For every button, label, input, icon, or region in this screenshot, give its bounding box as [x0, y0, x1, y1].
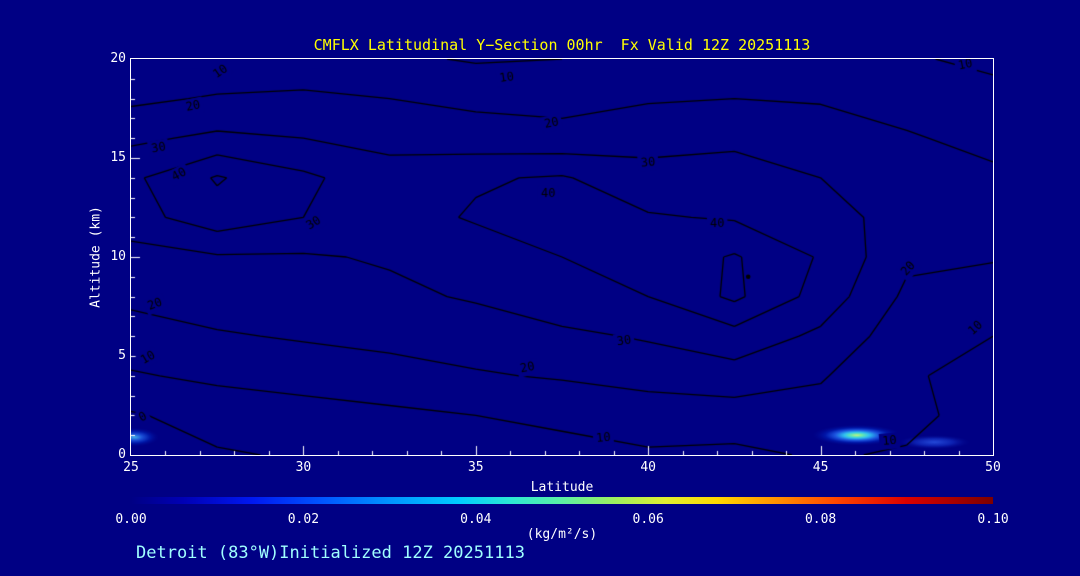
colorbar-tick-label: 0.04 [460, 512, 492, 527]
colorbar-tick-label: 0.10 [977, 512, 1009, 527]
x-tick-label: 40 [640, 460, 657, 475]
colorbar-tick-label: 0.06 [632, 512, 664, 527]
x-tick-label: 25 [123, 460, 139, 475]
colorbar-units-label: (kg/m²/s) [526, 527, 598, 542]
contour-plot [130, 58, 994, 456]
colorbar-gradient [131, 497, 993, 504]
y-tick-label: 0 [118, 447, 126, 462]
colorbar-tick-label: 0.02 [287, 512, 320, 527]
footer-annotation: Detroit (83°W)Initialized 12Z 20251113 [136, 543, 525, 563]
y-tick-label: 10 [110, 249, 126, 264]
y-axis-label: Altitude (km) [88, 206, 104, 308]
x-tick-label: 35 [467, 460, 484, 475]
chart-title: CMFLX Latitudinal Y−Section 00hr Fx Vali… [313, 36, 811, 54]
colorbar-tick-label: 0.00 [115, 512, 147, 527]
x-tick-label: 50 [985, 460, 1001, 475]
x-tick-label: 45 [812, 460, 829, 475]
x-axis-label: Latitude [530, 480, 594, 495]
y-tick-label: 15 [110, 150, 126, 165]
y-tick-label: 5 [118, 348, 126, 363]
x-tick-label: 30 [295, 460, 312, 475]
contour-plot-canvas [131, 59, 993, 455]
y-tick-label: 20 [110, 51, 126, 66]
colorbar-tick-label: 0.08 [804, 512, 837, 527]
